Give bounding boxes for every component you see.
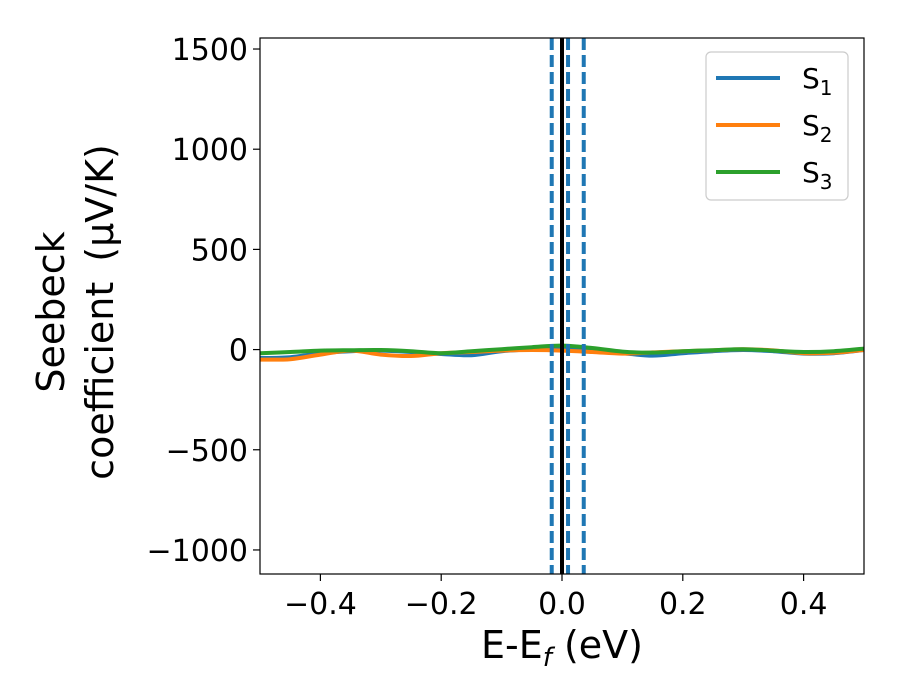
x-tick-label: 0.4 [780,587,828,622]
y-axis-label-line2: coefficient(μV/K) [78,144,122,480]
legend-label-s3: S3 [802,156,833,194]
legend-label-s2: S2 [802,109,833,147]
y-tick-label: −500 [166,434,248,469]
y-tick-label: 500 [191,233,248,268]
x-tick-label: 0.2 [659,587,707,622]
legend-label-s1: S1 [802,62,833,100]
y-tick-label: −1000 [147,534,248,569]
plot-area [260,38,864,574]
y-tick-label: 1000 [172,133,248,168]
y-axis-label-line1: Seebeck [29,231,73,392]
x-axis: −0.4 −0.2 0.0 0.2 0.4 [284,574,827,622]
x-tick-label: 0.0 [538,587,586,622]
y-tick-label: 0 [229,334,248,369]
legend: S1 S2 S3 [705,51,849,201]
x-tick-label: −0.4 [284,587,357,622]
x-tick-label: −0.2 [405,587,478,622]
y-axis: −1000 −500 0 500 1000 1500 [147,33,260,569]
y-tick-label: 1500 [172,33,248,68]
x-axis-label: E-Ef (eV) [481,623,643,673]
